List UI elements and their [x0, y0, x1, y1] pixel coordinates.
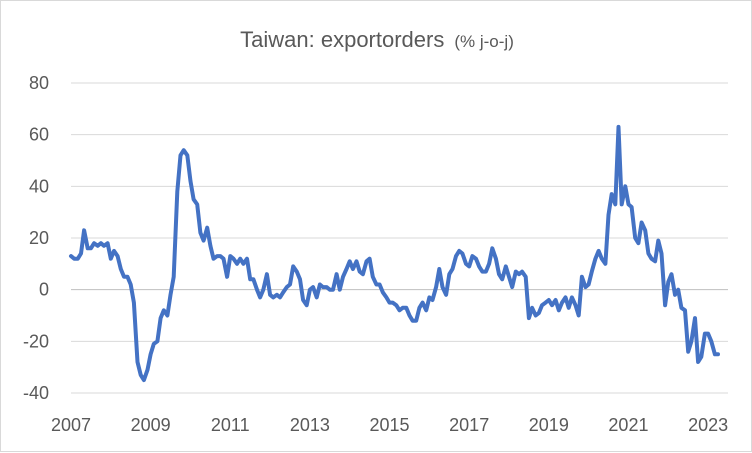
x-tick-label: 2023 — [688, 415, 728, 435]
x-tick-label: 2017 — [449, 415, 489, 435]
chart-title-unit: (% j-o-j) — [454, 32, 514, 51]
x-axis-ticks: 2007 2009 2011 2013 2015 2017 2019 2021 2023 — [51, 415, 728, 435]
x-tick-label: 2011 — [211, 415, 250, 435]
x-tick-label: 2015 — [370, 415, 410, 435]
chart-title: Taiwan: exportorders (% j-o-j) — [240, 27, 514, 52]
y-tick-label: -40 — [23, 383, 49, 403]
y-tick-label: 80 — [29, 73, 49, 93]
series-line-exportorders — [69, 124, 720, 383]
y-tick-label: 0 — [39, 280, 49, 300]
gridlines — [71, 82, 728, 394]
y-tick-label: 20 — [29, 228, 49, 248]
x-tick-label: 2007 — [51, 415, 91, 435]
y-tick-label: 40 — [29, 176, 49, 196]
x-tick-label: 2009 — [131, 415, 171, 435]
chart-title-main: Taiwan: exportorders — [240, 27, 444, 52]
y-axis-ticks: 80 60 40 20 0 -20 -40 — [23, 73, 49, 403]
x-tick-label: 2013 — [290, 415, 330, 435]
y-tick-label: 60 — [29, 125, 49, 145]
x-tick-label: 2019 — [529, 415, 569, 435]
y-tick-label: -20 — [23, 331, 49, 351]
x-tick-label: 2021 — [608, 415, 648, 435]
